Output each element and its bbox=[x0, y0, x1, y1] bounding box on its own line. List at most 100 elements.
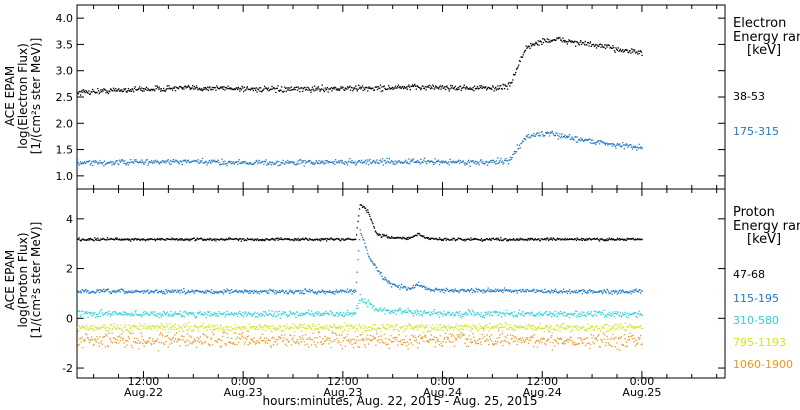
data-point bbox=[583, 140, 585, 143]
data-point bbox=[253, 239, 255, 242]
data-point bbox=[634, 312, 636, 314]
data-point bbox=[456, 311, 459, 314]
data-point bbox=[100, 290, 103, 293]
data-point bbox=[476, 238, 478, 240]
data-point bbox=[309, 89, 311, 92]
data-point bbox=[577, 141, 579, 143]
data-point bbox=[308, 309, 310, 312]
data-point bbox=[412, 236, 414, 238]
data-point bbox=[247, 88, 249, 90]
data-point bbox=[97, 289, 100, 291]
data-point bbox=[218, 329, 220, 331]
data-point bbox=[575, 292, 577, 294]
data-point bbox=[154, 162, 156, 164]
data-point bbox=[442, 239, 444, 241]
data-point bbox=[397, 286, 400, 288]
data-point bbox=[131, 238, 133, 240]
data-point bbox=[613, 50, 616, 52]
data-point bbox=[223, 163, 225, 165]
data-point bbox=[611, 47, 613, 49]
data-point bbox=[109, 291, 111, 293]
data-point bbox=[403, 86, 405, 88]
data-point bbox=[96, 161, 98, 163]
data-point bbox=[337, 161, 339, 163]
data-point bbox=[285, 161, 287, 163]
data-point bbox=[384, 235, 386, 237]
data-point bbox=[626, 237, 628, 239]
data-point bbox=[509, 159, 511, 161]
data-point bbox=[234, 238, 236, 241]
data-point bbox=[323, 326, 325, 328]
data-point bbox=[81, 89, 83, 91]
data-point bbox=[232, 291, 234, 293]
data-point bbox=[556, 238, 558, 240]
data-point bbox=[177, 291, 180, 293]
data-point bbox=[538, 326, 540, 328]
data-point bbox=[326, 88, 328, 90]
data-point bbox=[391, 283, 394, 286]
data-point bbox=[302, 160, 305, 162]
data-point bbox=[214, 325, 216, 327]
data-point bbox=[102, 324, 104, 326]
data-point bbox=[109, 339, 112, 341]
series-1-1 bbox=[77, 229, 643, 295]
data-point bbox=[250, 326, 252, 328]
data-point bbox=[248, 163, 250, 165]
data-point bbox=[311, 325, 314, 327]
data-point bbox=[482, 161, 484, 163]
data-point bbox=[446, 162, 448, 165]
data-point bbox=[391, 86, 394, 89]
data-point bbox=[596, 141, 598, 143]
data-point bbox=[628, 313, 631, 315]
data-point bbox=[258, 293, 260, 295]
data-point bbox=[246, 239, 248, 242]
data-point bbox=[638, 310, 640, 312]
data-point bbox=[631, 48, 633, 50]
data-point bbox=[334, 238, 336, 240]
data-point bbox=[572, 325, 574, 327]
data-point bbox=[257, 163, 259, 165]
data-point bbox=[520, 291, 522, 293]
data-point bbox=[566, 238, 568, 241]
data-point bbox=[356, 327, 358, 330]
data-point bbox=[595, 141, 598, 143]
data-point bbox=[506, 160, 508, 162]
data-point bbox=[495, 325, 497, 327]
data-point bbox=[286, 292, 288, 295]
data-point bbox=[560, 39, 563, 41]
data-point bbox=[225, 163, 227, 165]
data-point bbox=[202, 291, 204, 293]
data-point bbox=[190, 87, 192, 90]
data-point bbox=[265, 340, 267, 342]
proton-legend-310-580: 310-580 bbox=[733, 314, 779, 327]
data-point bbox=[97, 316, 100, 318]
data-point bbox=[530, 311, 533, 313]
data-point bbox=[207, 311, 209, 313]
data-point bbox=[439, 311, 441, 313]
data-point bbox=[257, 316, 259, 318]
data-point bbox=[581, 293, 583, 295]
data-point bbox=[220, 345, 222, 347]
data-point bbox=[154, 289, 157, 291]
data-point bbox=[411, 85, 413, 87]
data-point bbox=[559, 37, 561, 39]
data-point bbox=[335, 237, 337, 240]
data-point bbox=[355, 324, 357, 327]
data-point bbox=[85, 239, 87, 241]
data-point bbox=[409, 309, 411, 311]
data-point bbox=[243, 238, 245, 240]
data-point bbox=[234, 290, 236, 292]
data-point bbox=[616, 237, 619, 239]
data-point bbox=[453, 238, 455, 240]
data-point bbox=[495, 325, 497, 327]
data-point bbox=[261, 333, 263, 335]
data-point bbox=[492, 86, 494, 88]
data-point bbox=[381, 236, 383, 238]
data-point bbox=[271, 238, 273, 240]
data-point bbox=[622, 314, 625, 316]
data-point bbox=[259, 337, 261, 340]
data-point bbox=[623, 292, 625, 294]
data-point bbox=[600, 329, 602, 331]
data-point bbox=[244, 326, 246, 328]
data-point bbox=[203, 327, 205, 329]
